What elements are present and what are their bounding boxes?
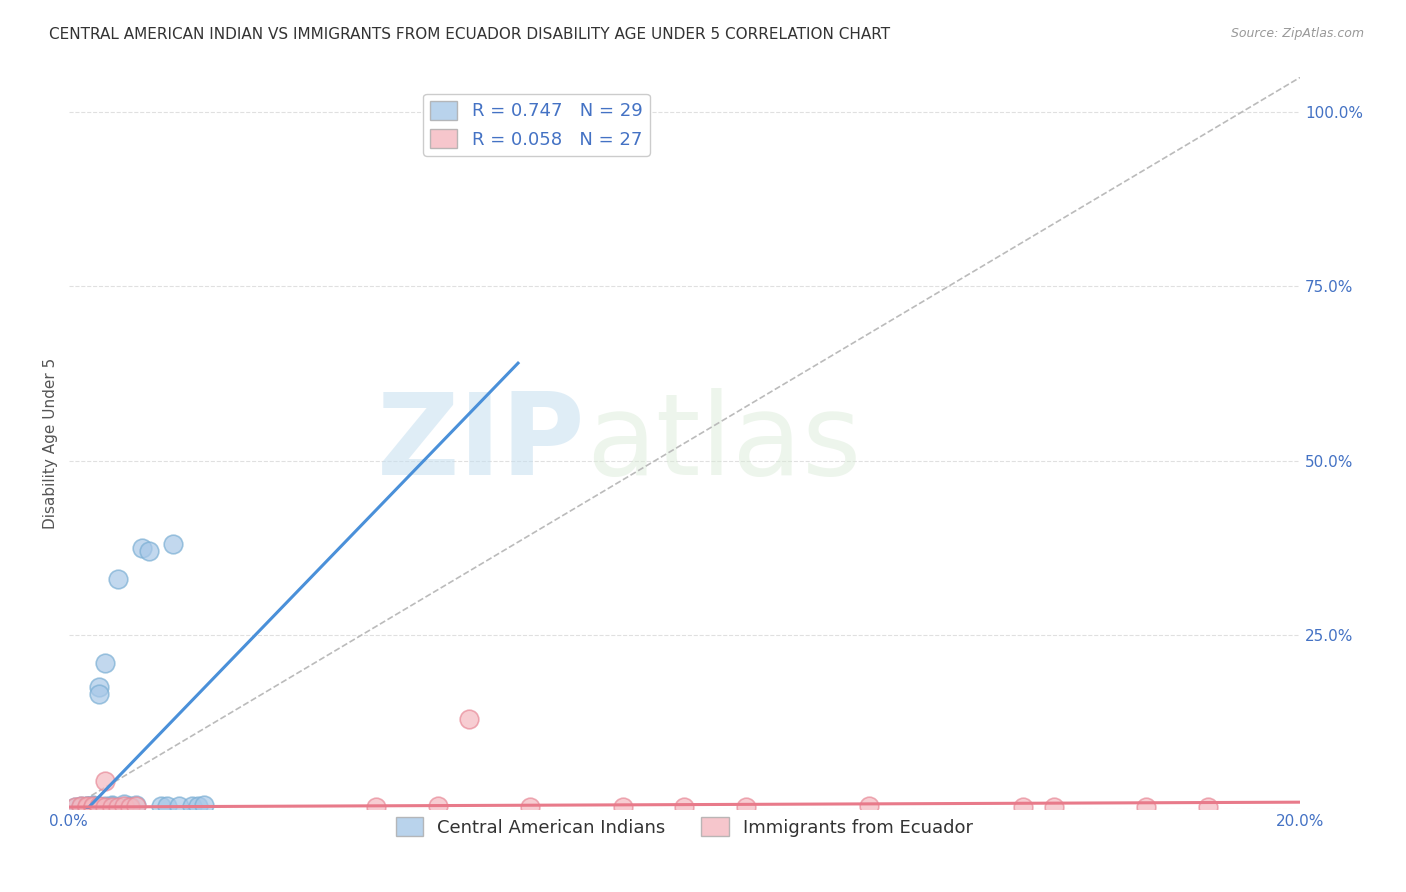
- Point: [94, 656, 117, 670]
- Legend: Central American Indians, Immigrants from Ecuador: Central American Indians, Immigrants fro…: [388, 810, 980, 844]
- Point: [89, 680, 111, 694]
- Text: ZIP: ZIP: [377, 388, 586, 499]
- Point: [125, 797, 148, 812]
- Point: [70, 799, 93, 814]
- Point: [70, 800, 93, 814]
- Point: [169, 798, 191, 813]
- Point: [100, 800, 122, 814]
- Point: [89, 799, 111, 814]
- Point: [519, 800, 541, 814]
- Point: [1197, 800, 1219, 814]
- Point: [612, 800, 634, 814]
- Point: [76, 800, 98, 814]
- Point: [76, 798, 98, 813]
- Point: [427, 799, 450, 814]
- Point: [70, 799, 93, 814]
- Point: [82, 799, 104, 814]
- Point: [734, 800, 756, 814]
- Point: [107, 800, 129, 814]
- Point: [94, 774, 117, 789]
- Point: [76, 800, 98, 814]
- Point: [107, 572, 129, 586]
- Point: [366, 800, 388, 814]
- Point: [193, 797, 215, 812]
- Text: atlas: atlas: [586, 388, 860, 499]
- Text: Source: ZipAtlas.com: Source: ZipAtlas.com: [1230, 27, 1364, 40]
- Y-axis label: Disability Age Under 5: Disability Age Under 5: [44, 358, 58, 529]
- Point: [89, 800, 111, 814]
- Point: [63, 800, 86, 814]
- Point: [94, 800, 117, 814]
- Point: [858, 799, 880, 814]
- Point: [1012, 800, 1035, 814]
- Point: [76, 799, 98, 814]
- Point: [120, 800, 142, 814]
- Point: [162, 537, 184, 551]
- Point: [94, 798, 117, 813]
- Point: [673, 800, 696, 814]
- Text: CENTRAL AMERICAN INDIAN VS IMMIGRANTS FROM ECUADOR DISABILITY AGE UNDER 5 CORREL: CENTRAL AMERICAN INDIAN VS IMMIGRANTS FR…: [49, 27, 890, 42]
- Point: [76, 799, 98, 814]
- Point: [112, 799, 135, 814]
- Point: [1042, 800, 1064, 814]
- Point: [82, 797, 104, 812]
- Point: [120, 798, 142, 813]
- Point: [112, 797, 135, 812]
- Point: [100, 798, 122, 813]
- Point: [187, 798, 209, 813]
- Point: [180, 798, 202, 813]
- Point: [63, 800, 86, 814]
- Point: [89, 798, 111, 813]
- Point: [82, 799, 104, 814]
- Point: [138, 544, 160, 558]
- Point: [89, 687, 111, 701]
- Point: [1135, 800, 1157, 814]
- Point: [100, 797, 122, 812]
- Point: [131, 541, 153, 555]
- Point: [82, 798, 104, 813]
- Point: [149, 798, 172, 813]
- Point: [457, 712, 479, 726]
- Point: [82, 800, 104, 814]
- Point: [156, 798, 179, 813]
- Point: [125, 799, 148, 814]
